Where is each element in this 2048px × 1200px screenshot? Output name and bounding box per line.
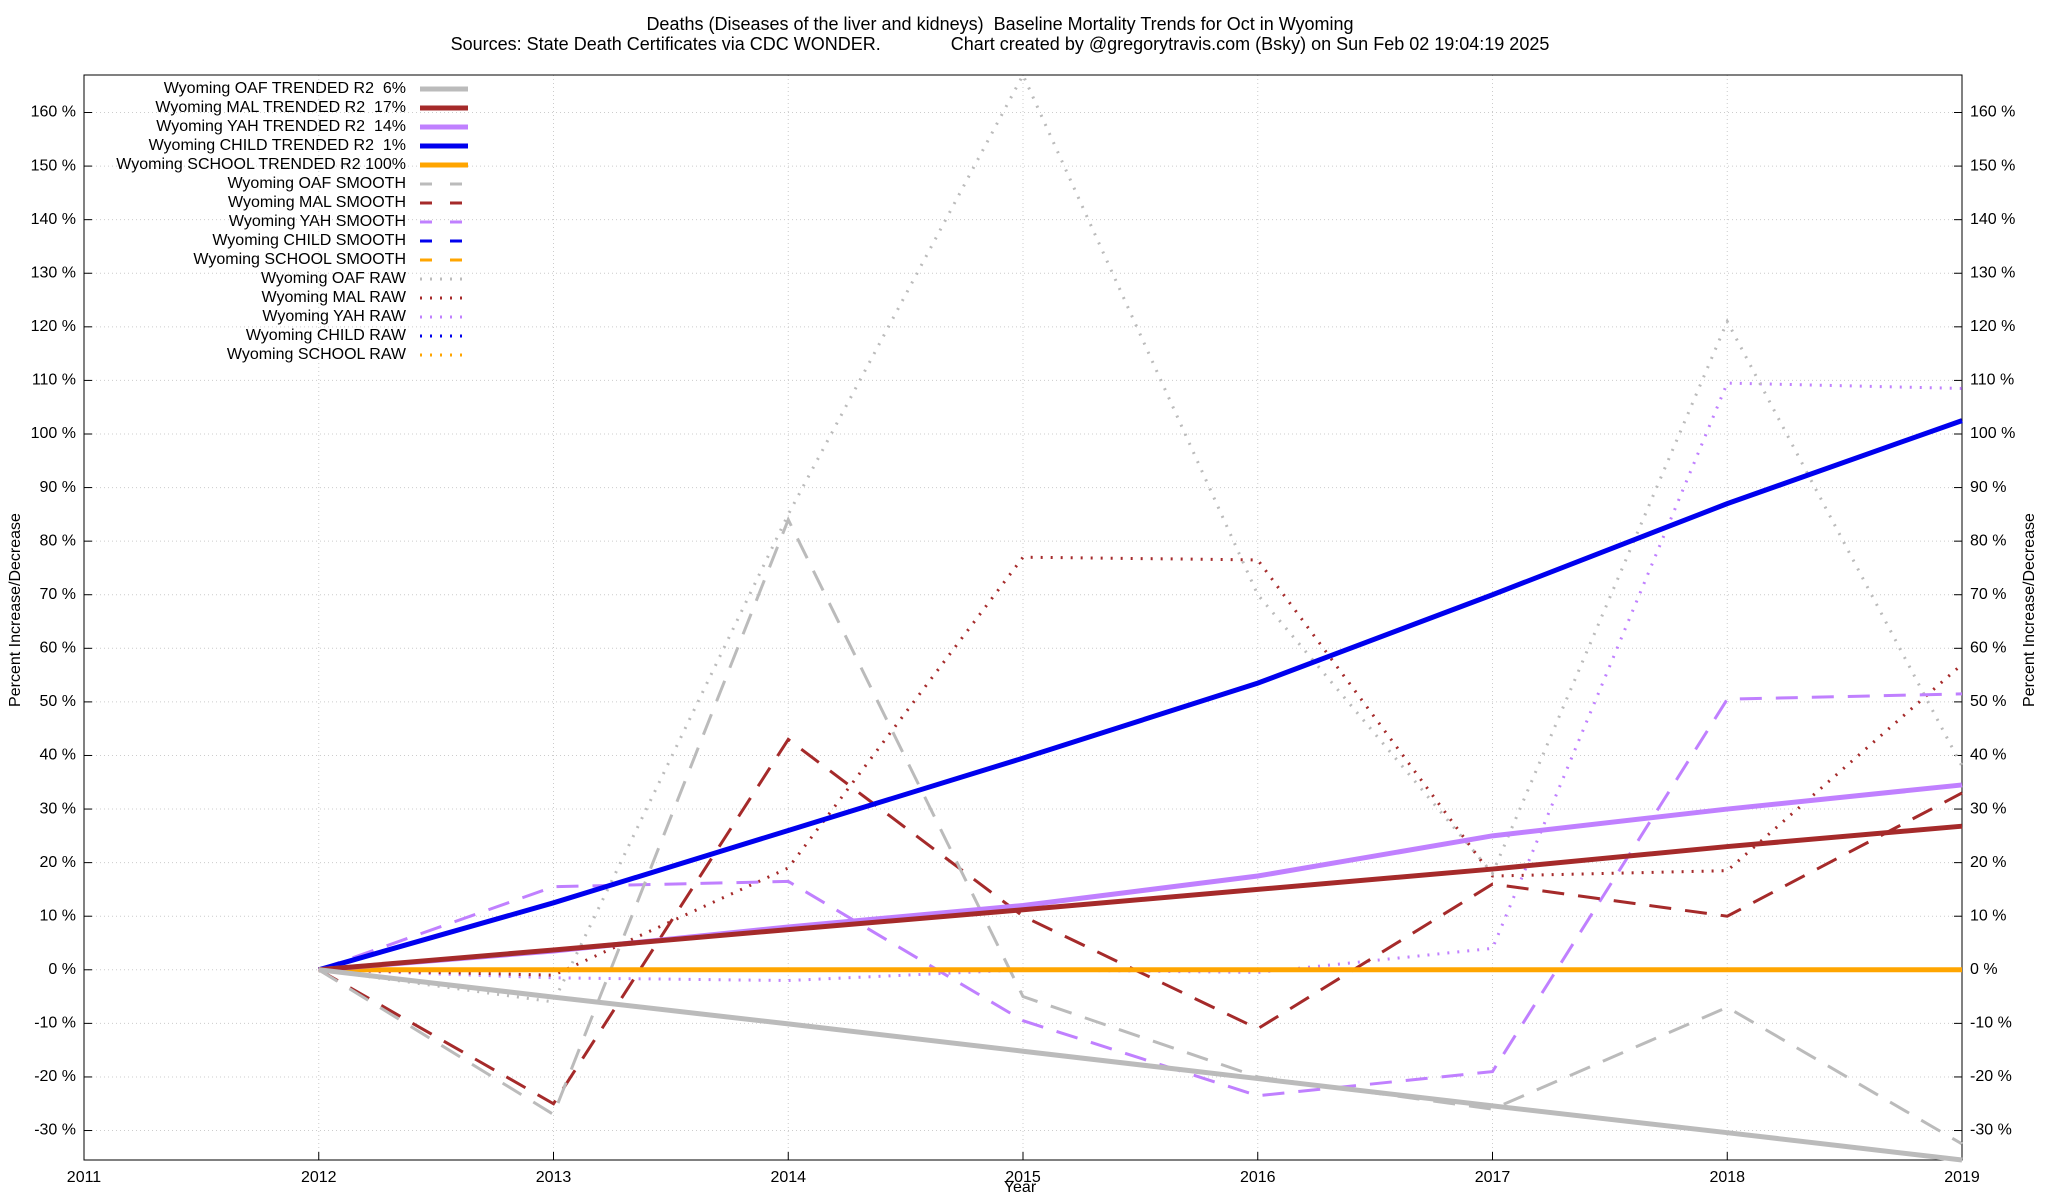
y-tick-label: 140 % xyxy=(31,211,76,228)
legend-label: Wyoming MAL SMOOTH xyxy=(228,194,406,211)
y2-tick-label: 120 % xyxy=(1970,318,2015,335)
y-tick-label: 100 % xyxy=(31,425,76,442)
y-tick-label: 120 % xyxy=(31,318,76,335)
y2-tick-label: 100 % xyxy=(1970,425,2015,442)
y2-tick-label: 150 % xyxy=(1970,157,2015,174)
x-axis-label: Year xyxy=(1004,1179,1037,1196)
y-tick-label: 0 % xyxy=(48,961,76,978)
series-line xyxy=(318,555,1963,977)
x-tick-label: 2019 xyxy=(1944,1169,1980,1186)
x-tick-label: 2013 xyxy=(536,1169,572,1186)
y-tick-label: 60 % xyxy=(40,640,76,657)
legend-label: Wyoming YAH SMOOTH xyxy=(229,213,406,230)
y-tick-label: -10 % xyxy=(34,1015,76,1032)
chart-subtitle: Sources: State Death Certificates via CD… xyxy=(451,34,1550,54)
plot-frame xyxy=(83,74,1963,1161)
series-line xyxy=(318,71,1964,1004)
y2-tick-label: 90 % xyxy=(1970,479,2006,496)
legend-label: Wyoming CHILD SMOOTH xyxy=(212,232,406,249)
x-tick-label: 2011 xyxy=(67,1169,102,1186)
y2-tick-label: 20 % xyxy=(1970,854,2006,871)
x-tick-label: 2017 xyxy=(1475,1169,1511,1186)
y-tick-label: 40 % xyxy=(40,747,76,764)
legend-label: Wyoming OAF SMOOTH xyxy=(227,175,406,192)
y-tick-label: 70 % xyxy=(40,586,76,603)
y2-tick-label: 70 % xyxy=(1970,586,2006,603)
y2-tick-label: -10 % xyxy=(1970,1015,2012,1032)
y-tick-label: 150 % xyxy=(31,157,76,174)
series-line xyxy=(318,418,1963,973)
y2-tick-label: 30 % xyxy=(1970,800,2006,817)
y-tick-label: 80 % xyxy=(40,532,76,549)
y2-tick-label: 130 % xyxy=(1970,264,2015,281)
y2-tick-label: 160 % xyxy=(1970,104,2015,121)
y-tick-label: 30 % xyxy=(40,800,76,817)
y2-tick-label: 60 % xyxy=(1970,640,2006,657)
y-tick-label: 20 % xyxy=(40,854,76,871)
x-tick-label: 2012 xyxy=(301,1169,337,1186)
legend-label: Wyoming YAH RAW xyxy=(262,308,406,325)
y2-tick-label: 80 % xyxy=(1970,532,2006,549)
x-tick-label: 2018 xyxy=(1709,1169,1745,1186)
y-tick-label: 110 % xyxy=(32,372,76,389)
y-tick-label: 10 % xyxy=(40,907,76,924)
x-tick-label: 2014 xyxy=(770,1169,806,1186)
legend-label: Wyoming YAH TRENDED R2 14% xyxy=(156,118,406,135)
legend-label: Wyoming SCHOOL TRENDED R2 100% xyxy=(116,156,406,173)
y-tick-label: 50 % xyxy=(40,693,76,710)
y-axis-label: Percent Increase/Decrease xyxy=(7,513,24,707)
y-tick-label: 160 % xyxy=(31,104,76,121)
legend-label: Wyoming MAL TRENDED R2 17% xyxy=(155,99,406,116)
y2-tick-label: 110 % xyxy=(1970,372,2014,389)
legend-label: Wyoming CHILD TRENDED R2 1% xyxy=(149,137,406,154)
y-tick-label: -30 % xyxy=(34,1122,76,1139)
y2-tick-label: 40 % xyxy=(1970,747,2006,764)
legend-label: Wyoming OAF TRENDED R2 6% xyxy=(164,80,406,97)
chart-title: Deaths (Diseases of the liver and kidney… xyxy=(646,14,1353,34)
y2-tick-label: 140 % xyxy=(1970,211,2015,228)
series-line xyxy=(318,737,1963,1106)
series-line xyxy=(318,823,1963,973)
series-line xyxy=(318,967,1963,1163)
legend-label: Wyoming OAF RAW xyxy=(261,270,407,287)
legend-label: Wyoming SCHOOL SMOOTH xyxy=(193,251,406,268)
legend-label: Wyoming SCHOOL RAW xyxy=(227,346,407,363)
y2-tick-label: 0 % xyxy=(1970,961,1998,978)
series-line xyxy=(318,692,1963,1098)
y-tick-label: 90 % xyxy=(40,479,76,496)
y2-tick-label: 50 % xyxy=(1970,693,2006,710)
y2-axis-label: Percent Increase/Decrease xyxy=(2021,513,2038,707)
y2-tick-label: -20 % xyxy=(1970,1068,2012,1085)
y-tick-label: -20 % xyxy=(34,1068,76,1085)
series-line xyxy=(317,516,1963,1146)
legend-label: Wyoming CHILD RAW xyxy=(246,327,407,344)
x-tick-label: 2016 xyxy=(1240,1169,1276,1186)
y2-tick-label: -30 % xyxy=(1970,1122,2012,1139)
x-tick-label: 2015 xyxy=(1005,1169,1041,1186)
y-tick-label: 130 % xyxy=(31,264,76,281)
legend-label: Wyoming MAL RAW xyxy=(262,289,407,306)
y2-tick-label: 10 % xyxy=(1970,907,2006,924)
series-line xyxy=(318,782,1963,973)
